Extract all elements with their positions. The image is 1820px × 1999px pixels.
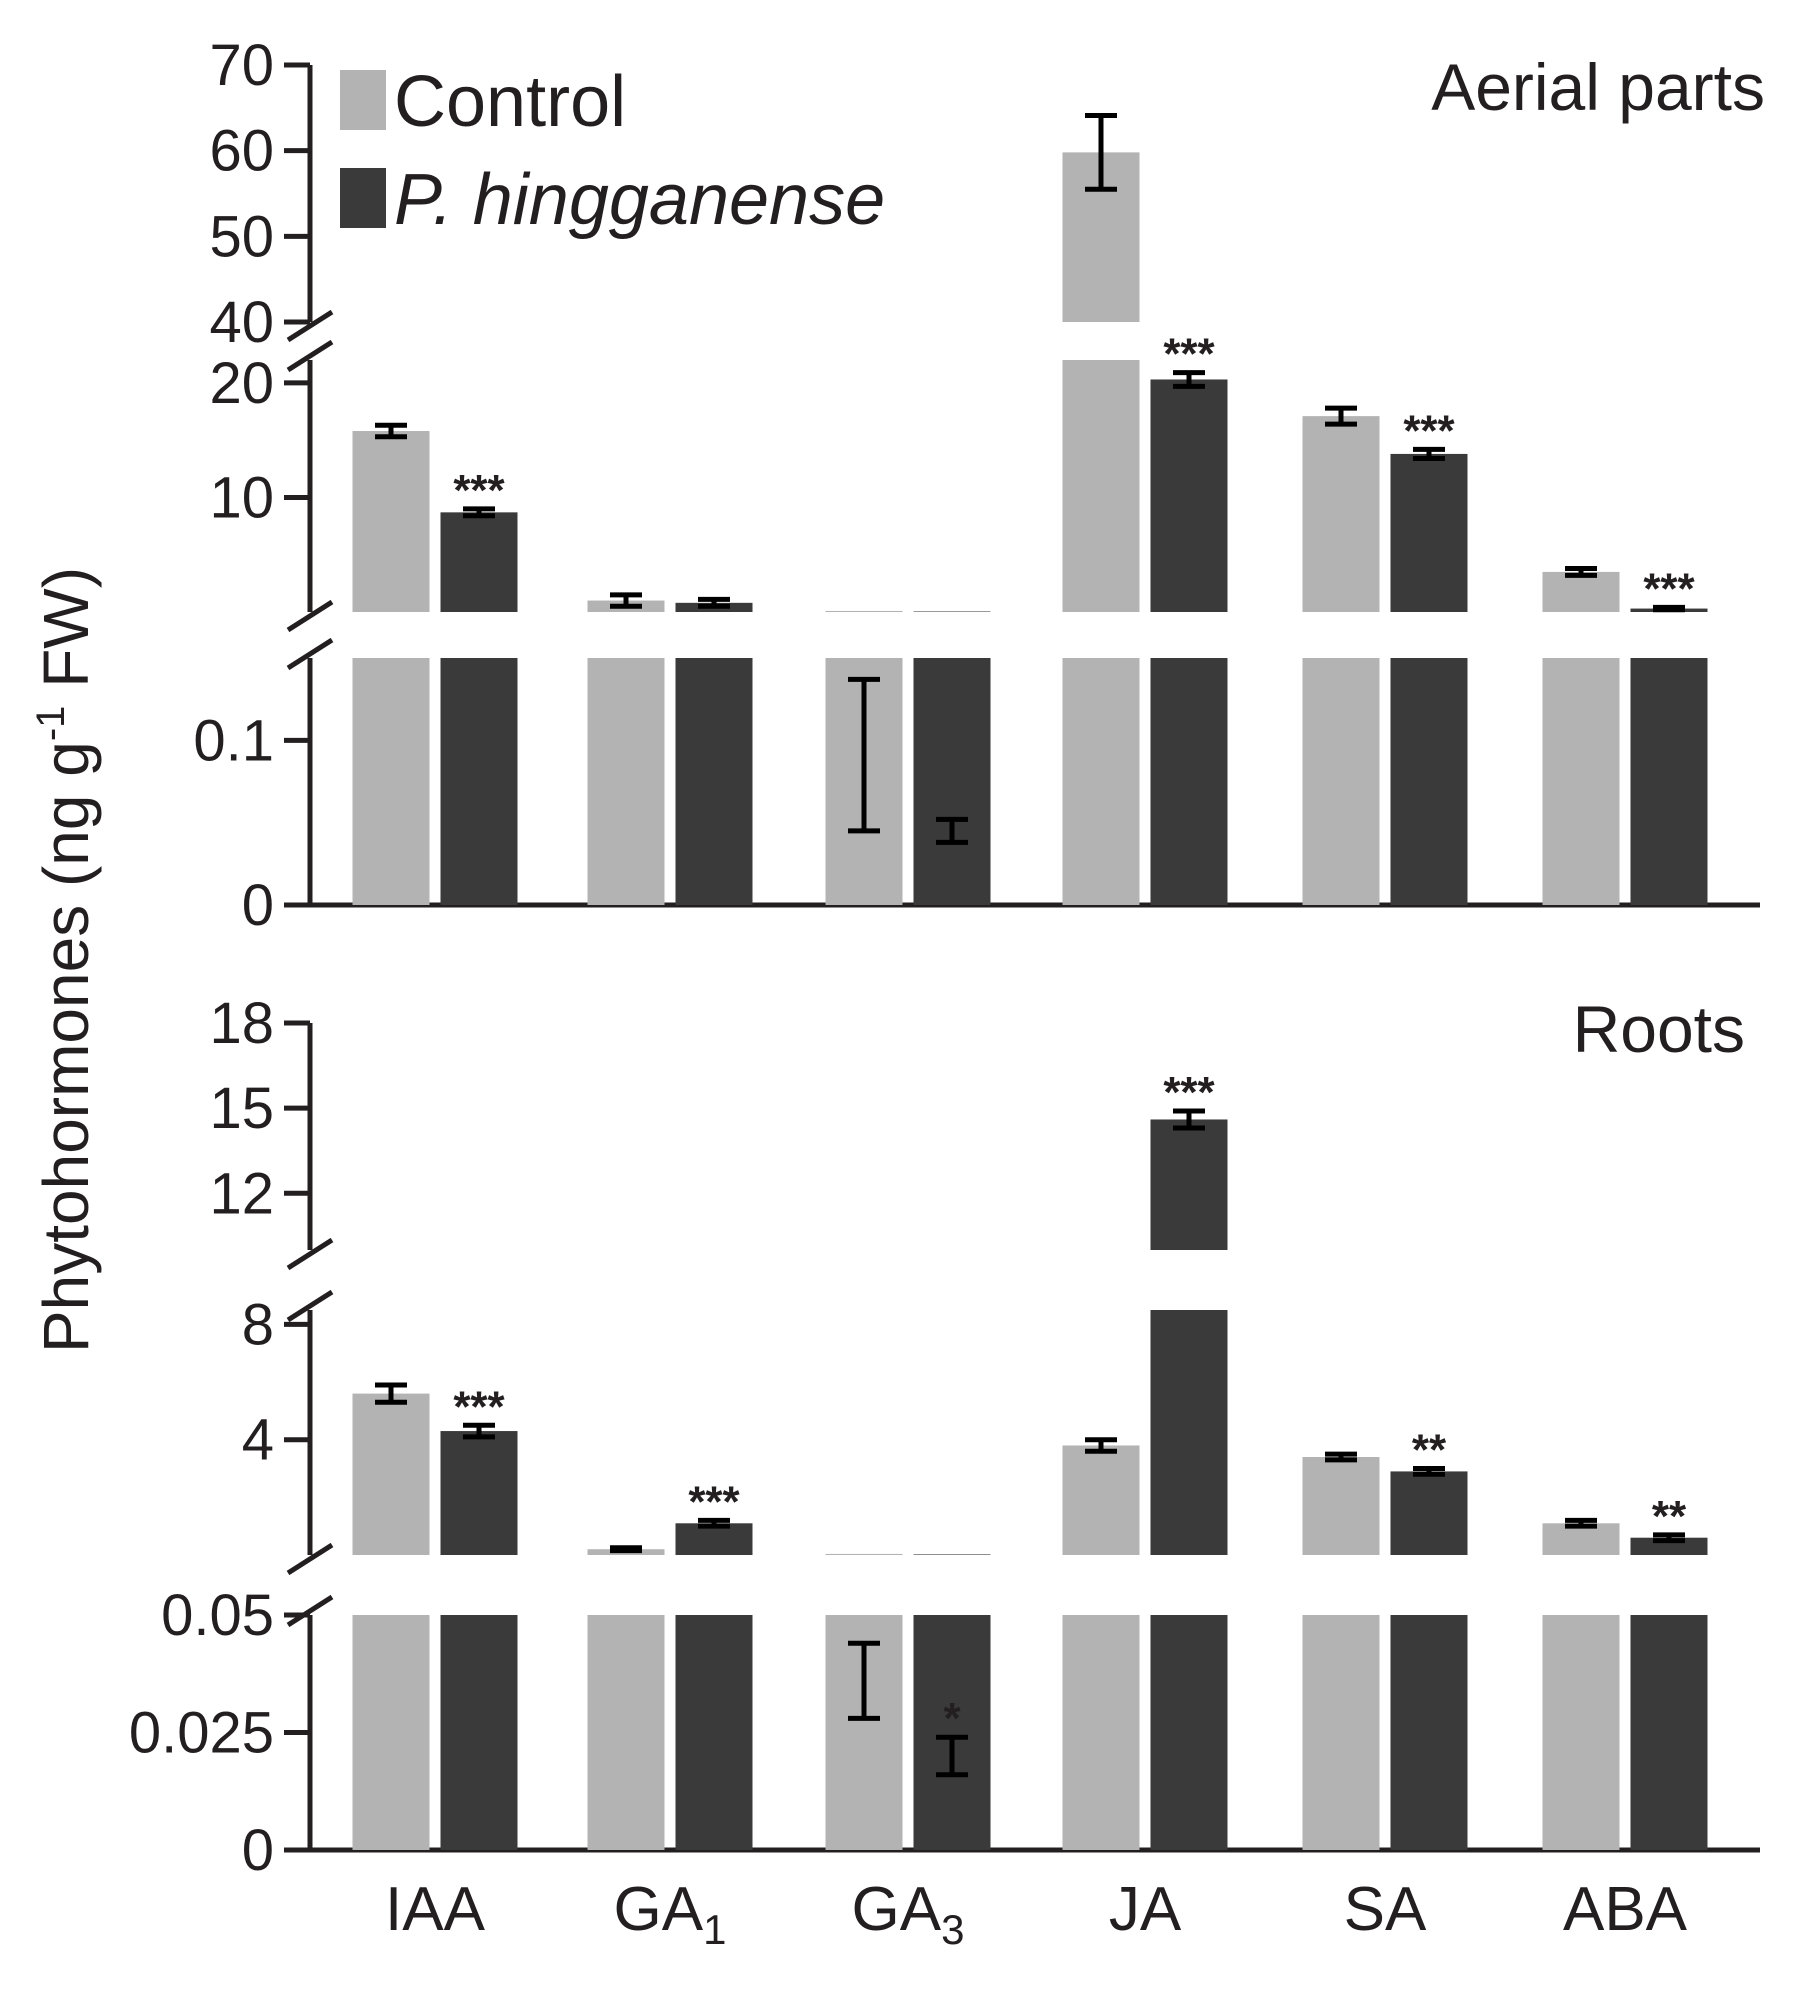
panel2-bar-ga1-series2 [675, 1615, 753, 1850]
panel2-bar-ja-series1 [1062, 1445, 1140, 1555]
panel1-bar-sa-series1 [1302, 416, 1380, 612]
panel1-bar-sa-series2 [1390, 453, 1468, 612]
x-tick-label-aba: ABA [1563, 1875, 1688, 1944]
panel1-bar-iaa-series1 [352, 658, 430, 905]
panel2-bar-ga3-series2 [913, 1615, 991, 1850]
panel2-y-tick-label: 12 [209, 1161, 274, 1226]
panel1-significance-label: *** [1403, 406, 1455, 455]
panel1-axis-break-mark [286, 339, 334, 373]
panel1-bar-ga3-series2 [913, 658, 991, 905]
y-axis-title: Phytohormones (ng g-1 FW) [29, 567, 102, 1353]
panel2-significance-label: *** [1163, 1068, 1215, 1117]
panel2-y-tick-label: 0.025 [129, 1701, 274, 1766]
panel2-y-tick-label: 4 [242, 1408, 274, 1473]
legend-label-p-hingganense: P. hingganense [394, 160, 885, 240]
panel1-bar-ga3-series2 [913, 611, 991, 612]
panel2-significance-label: *** [453, 1382, 505, 1431]
panel2-axis-break-mark [286, 1237, 334, 1271]
panel1-bar-aba-series2 [1630, 658, 1708, 905]
panel1-axis-break-mark [286, 599, 334, 633]
panel1-y-tick-label: 20 [209, 351, 274, 416]
panel2-bar-ga3-series1 [825, 1553, 903, 1555]
legend-swatch-p-hingganense [340, 168, 386, 228]
panel1-bar-ja-series1 [1062, 360, 1140, 612]
panel1-bar-iaa-series2 [440, 512, 518, 612]
panel1-bar-ja-series1 [1062, 658, 1140, 905]
panel2-y-tick-label: 18 [209, 991, 274, 1056]
panel2-bar-iaa-series2 [440, 1431, 518, 1555]
panel2-bar-ja-series2 [1150, 1310, 1228, 1555]
panel1-bar-ga1-series2 [675, 658, 753, 905]
panel2-bar-aba-series1 [1542, 1615, 1620, 1850]
panel2-bar-sa-series2 [1390, 1615, 1468, 1850]
panel1-y-tick-label: 0.1 [193, 708, 274, 773]
x-tick-label-ga1: GA1 [614, 1875, 727, 1953]
panel1-bar-aba-series1 [1542, 658, 1620, 905]
panel1-bar-ja-series2 [1150, 658, 1228, 905]
panel2-significance-label: ** [1652, 1492, 1687, 1541]
panel1-significance-label: *** [453, 466, 505, 515]
legend-label-control: Control [394, 62, 626, 142]
panel2-y-tick-label: 0.05 [161, 1583, 274, 1648]
panel2-bar-aba-series2 [1630, 1615, 1708, 1850]
panel1-axis-break-mark [286, 309, 334, 343]
panel1-bar-aba-series1 [1542, 571, 1620, 612]
panel2-significance-label: *** [688, 1477, 740, 1526]
panel2-significance-label: * [943, 1694, 961, 1743]
panel1-y-tick-label: 40 [209, 290, 274, 355]
panel2-bar-ja-series2 [1150, 1119, 1228, 1250]
panel1-bar-ga3-series1 [825, 610, 903, 612]
panel1-significance-label: *** [1643, 564, 1695, 613]
panel1-y-tick-label: 60 [209, 119, 274, 184]
panel1-title: Aerial parts [1431, 50, 1765, 124]
x-tick-label-iaa: IAA [385, 1875, 486, 1944]
panel2-title: Roots [1573, 992, 1745, 1066]
panel1-bar-iaa-series2 [440, 658, 518, 905]
panel2-bar-iaa-series2 [440, 1615, 518, 1850]
panel2-bar-aba-series2 [1630, 1537, 1708, 1555]
panel2-bar-ga3-series2 [913, 1554, 991, 1555]
panel1-bar-sa-series1 [1302, 658, 1380, 905]
panel1-y-tick-label: 10 [209, 465, 274, 530]
panel1-bar-iaa-series1 [352, 431, 430, 612]
panel2-y-tick-label: 8 [242, 1292, 274, 1357]
panel1-bar-ja-series2 [1150, 379, 1228, 612]
panel2-significance-label: ** [1412, 1426, 1447, 1475]
x-tick-label-ja: JA [1109, 1875, 1182, 1944]
panel2-axis-break-mark [286, 1542, 334, 1576]
panel2-bar-sa-series1 [1302, 1615, 1380, 1850]
panel2-bar-sa-series2 [1390, 1471, 1468, 1555]
panel1-y-tick-label: 0 [242, 873, 274, 938]
panel2-y-tick-label: 0 [242, 1818, 274, 1883]
panel2-bar-iaa-series1 [352, 1615, 430, 1850]
x-tick-label-sa: SA [1344, 1875, 1427, 1944]
panel2-bar-ga1-series1 [587, 1615, 665, 1850]
panel1-axis-break-mark [286, 637, 334, 671]
panel2-bar-ja-series1 [1062, 1615, 1140, 1850]
panel2-bar-iaa-series1 [352, 1393, 430, 1555]
panel1-y-tick-label: 70 [209, 33, 274, 98]
legend-swatch-control [340, 70, 386, 130]
panel1-bar-ga1-series1 [587, 658, 665, 905]
panel1-significance-label: *** [1163, 330, 1215, 379]
panel2-y-tick-label: 15 [209, 1076, 274, 1141]
x-tick-label-ga3: GA3 [852, 1875, 965, 1953]
panel1-bar-sa-series2 [1390, 658, 1468, 905]
panel2-axis-break-mark [286, 1594, 334, 1628]
panel1-y-tick-label: 50 [209, 204, 274, 269]
panel2-bar-ja-series2 [1150, 1615, 1228, 1850]
panel2-bar-sa-series1 [1302, 1457, 1380, 1555]
panel2-axis-break-mark [286, 1289, 334, 1323]
